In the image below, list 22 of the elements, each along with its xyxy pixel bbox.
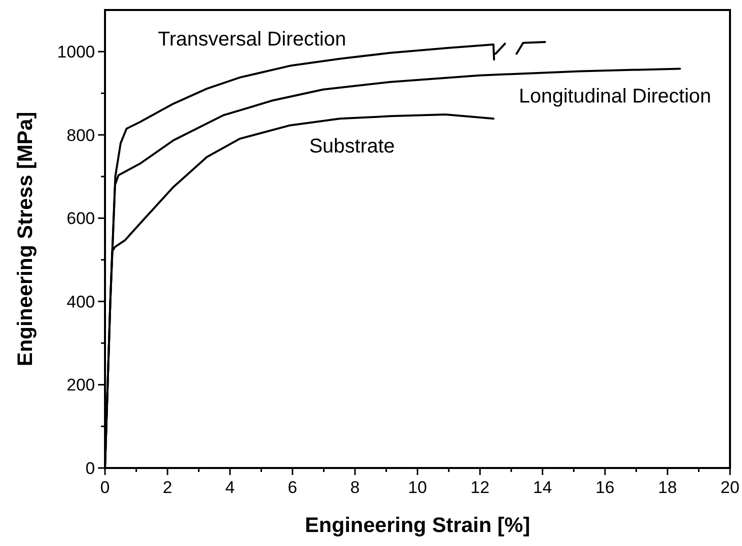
x-tick-label: 12 (470, 478, 490, 497)
x-tick-label: 4 (225, 478, 235, 497)
y-tick-label: 800 (66, 126, 95, 145)
y-tick-label: 400 (66, 292, 95, 312)
annotation: Transversal Direction (158, 28, 346, 50)
x-tick-label: 0 (100, 478, 110, 497)
y-tick-label: 200 (66, 376, 95, 395)
x-tick-label: 18 (658, 478, 677, 497)
x-axis-title: Engineering Strain [%] (304, 514, 530, 537)
y-tick-label: 600 (66, 209, 95, 228)
x-tick-label: 14 (533, 478, 552, 497)
x-tick-label: 2 (162, 478, 172, 497)
x-tick-label: 20 (720, 478, 740, 497)
annotation: Longitudinal Direction (518, 85, 712, 108)
x-tick-label: 10 (408, 478, 427, 497)
y-tick-label: 1000 (57, 42, 95, 62)
x-tick-label: 6 (288, 478, 298, 497)
annotation: Substrate (309, 135, 395, 158)
y-axis-title: Engineering Stress [MPa] (14, 112, 37, 366)
x-tick-label: 16 (596, 478, 614, 497)
y-tick-label: 0 (86, 458, 95, 478)
x-tick-label: 8 (350, 478, 360, 497)
